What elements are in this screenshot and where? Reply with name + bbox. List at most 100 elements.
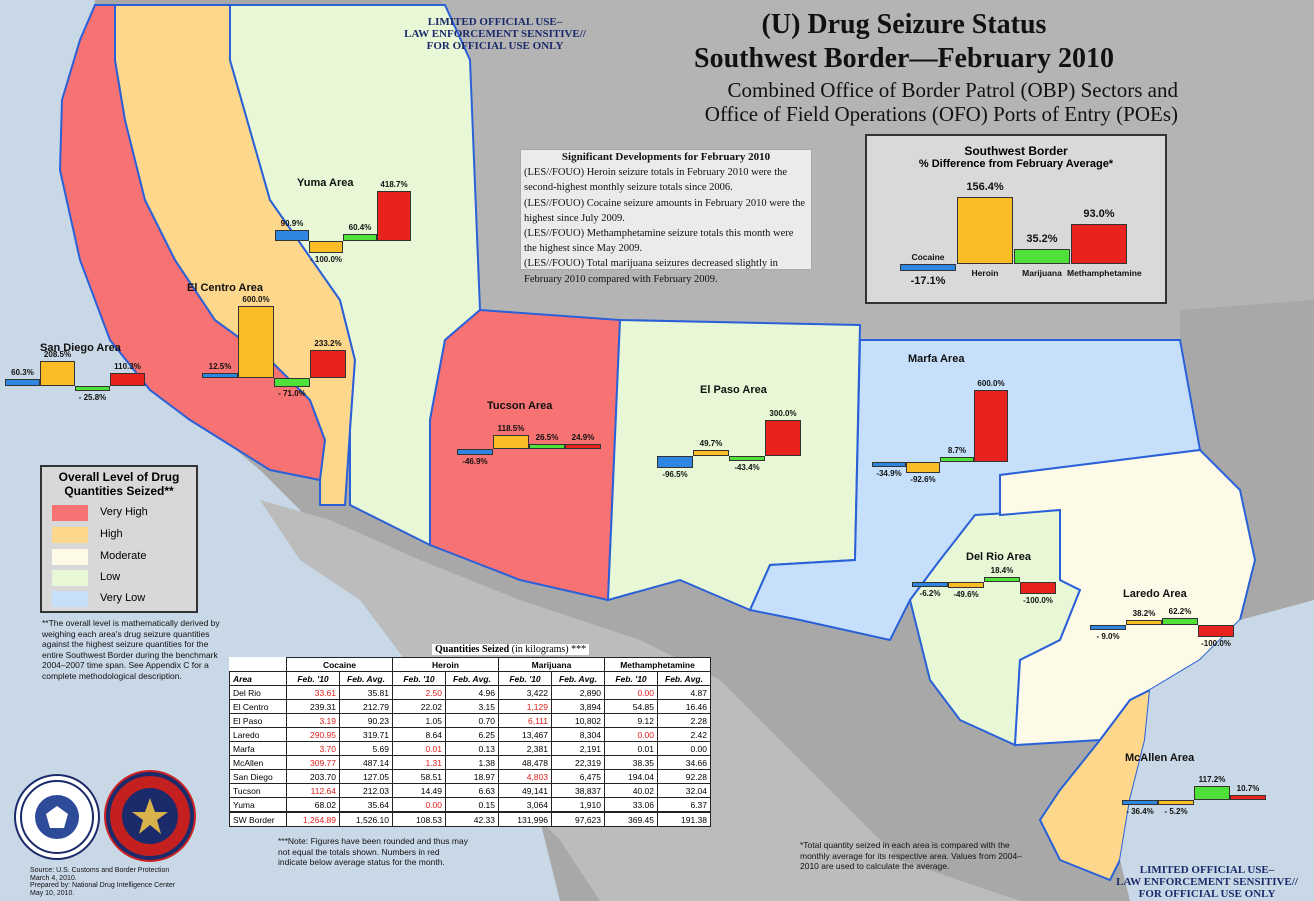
table-cell: 5.69	[339, 741, 393, 756]
table-cell: 40.02	[604, 783, 658, 798]
area-bar	[974, 390, 1008, 462]
table-subheader: Feb. Avg.	[339, 671, 393, 686]
area-bar	[657, 456, 693, 468]
sw-bar-marijuana	[1014, 248, 1070, 264]
table-row: El Centro 239.31 212.79 22.02 3.15 1,129 3,894…	[229, 699, 711, 714]
table-cell: 108.53	[392, 811, 446, 827]
area-name: Tucson Area	[487, 400, 553, 412]
area-bar-value: - 5.2%	[1164, 807, 1188, 816]
area-bar-value: - 71.0%	[278, 388, 306, 398]
area-bar	[529, 444, 565, 449]
table-cell: 3,422	[498, 685, 552, 700]
area-bar-value: -34.9%	[876, 469, 902, 478]
area-bar	[1162, 617, 1198, 625]
area-bar-value: -49.6%	[953, 589, 979, 599]
table-cell: 48,478	[498, 755, 552, 770]
sw-bar-value: 93.0%	[1083, 208, 1115, 220]
area-bar	[1020, 582, 1056, 594]
table-drug-header: Cocaine	[286, 657, 393, 672]
table-cell: 3.70	[286, 741, 340, 756]
area-bar-value: -6.2%	[919, 589, 941, 598]
significant-item: (LES//FOUO) Heroin seizure totals in Feb…	[524, 167, 788, 194]
legend-label: Low	[100, 571, 121, 583]
significant-heading: Significant Developments for February 20…	[561, 151, 771, 163]
table-cell: 309.77	[286, 755, 340, 770]
table-area-cell: Del Rio	[229, 685, 287, 700]
area-bar-value: -100.0%	[1023, 596, 1053, 605]
area-bar-value: - 36.4%	[1126, 807, 1154, 816]
table-cell: 33.06	[604, 797, 658, 813]
table-cell: 4,803	[498, 769, 552, 784]
table-cell: 1.31	[392, 755, 446, 770]
area-bar-value: -46.9%	[462, 456, 488, 466]
area-bar-value: 26.5%	[535, 433, 559, 442]
area-bar-value: 117.2%	[1198, 774, 1226, 784]
significant-item: (LES//FOUO) Cocaine seizure amounts in F…	[524, 197, 806, 224]
classification-footer: LIMITED OFFICIAL USE– LAW ENFORCEMENT SE…	[1116, 864, 1298, 900]
legend-label: High	[100, 528, 123, 540]
southwest-border-box: Southwest Border % Difference from Febru…	[865, 134, 1167, 304]
table-cell: 487.14	[339, 755, 393, 770]
table-cell: 3,064	[498, 797, 552, 813]
table-cell: 1,129	[498, 699, 552, 714]
table-area-cell: McAllen	[229, 755, 287, 770]
source-note: Source: U.S. Customs and Border Protecti…	[30, 867, 176, 897]
table-cell: 0.00	[604, 727, 658, 742]
table-cell: 212.03	[339, 783, 393, 798]
area-bar-value: 60.4%	[348, 222, 372, 232]
footnote: *Total quantity seized in each area is c…	[800, 840, 1022, 871]
legend-label: Moderate	[100, 550, 147, 562]
table-cell: 54.85	[604, 699, 658, 714]
area-bar-value: 418.7%	[380, 179, 408, 189]
table-subheader: Feb. Avg.	[445, 671, 499, 686]
table-cell: 34.66	[657, 755, 711, 770]
table-area-cell: El Centro	[229, 699, 287, 714]
subtitle: Combined Office of Border Patrol (OBP) S…	[658, 78, 1178, 126]
sw-bar-heroin	[957, 196, 1013, 264]
area-bar	[5, 378, 40, 386]
table-cell: 191.38	[657, 811, 711, 827]
table-cell: 194.04	[604, 769, 658, 784]
table-subheader: Feb. Avg.	[657, 671, 711, 686]
area-bar-value: 12.5%	[208, 362, 232, 371]
table-cell: 0.01	[604, 741, 658, 756]
table-cell: 1,910	[551, 797, 605, 813]
area-bar	[274, 378, 310, 387]
sw-title: Southwest Border	[964, 144, 1068, 158]
table-note: ***Note: Figures have been rounded and t…	[278, 836, 468, 867]
table-cell: 18.97	[445, 769, 499, 784]
table-cell: 203.70	[286, 769, 340, 784]
subtitle-line-1: Combined Office of Border Patrol (OBP) S…	[727, 78, 1178, 102]
area-bar-value: 38.2%	[1132, 609, 1156, 618]
area-bar	[906, 462, 940, 474]
table-cell: 0.13	[445, 741, 499, 756]
area-bar	[1230, 795, 1266, 800]
area-name: McAllen Area	[1125, 752, 1195, 764]
area-bar-value: 60.3%	[11, 367, 34, 377]
area-name: El Centro Area	[187, 282, 264, 294]
table-cell: 35.64	[339, 797, 393, 813]
area-bar	[493, 434, 529, 449]
table-cell: 3,894	[551, 699, 605, 714]
table-drug-header: Methamphetamine	[604, 657, 711, 672]
table-cell: 1.05	[392, 713, 446, 728]
table-cell: 16.46	[657, 699, 711, 714]
table-cell: 35.81	[339, 685, 393, 700]
table-subheader: Feb. '10	[286, 671, 340, 686]
area-bar	[1090, 625, 1126, 630]
table-header-row: Cocaine Heroin Marijuana Methamphetamine	[230, 657, 711, 672]
table-subheader: Feb. Avg.	[551, 671, 605, 686]
table-cell: 4.87	[657, 685, 711, 700]
title-line-2: Southwest Border—February 2010	[694, 43, 1114, 74]
area-bar-value: 49.7%	[699, 439, 723, 449]
area-bar-value: 110.3%	[114, 361, 141, 371]
table-area-header: Area	[229, 671, 287, 686]
table-row: McAllen 309.77 487.14 1.31 1.38 48,478 22,319 3…	[229, 755, 711, 770]
table-cell: 38.35	[604, 755, 658, 770]
area-bar	[1126, 620, 1162, 625]
title-line-1: (U) Drug Seizure Status	[761, 9, 1047, 40]
table-cell: 10,802	[551, 713, 605, 728]
legend-note: **The overall level is mathematically de…	[42, 618, 220, 681]
legend-label: Very High	[100, 506, 148, 518]
area-bar	[309, 241, 343, 253]
